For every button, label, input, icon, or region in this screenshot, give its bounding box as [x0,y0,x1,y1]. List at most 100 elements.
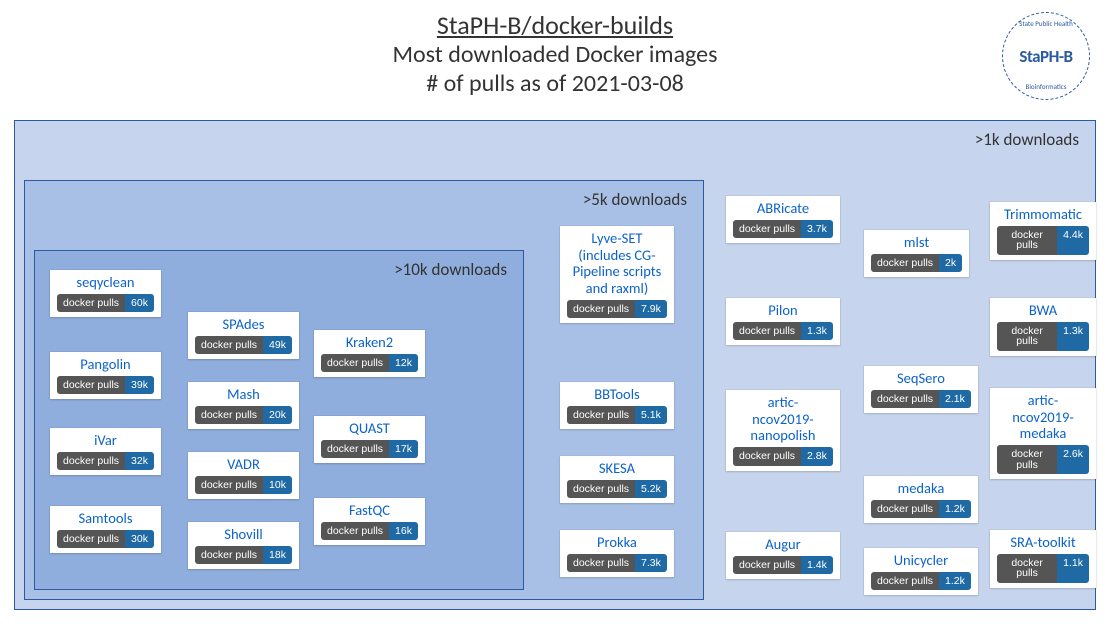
pulls-badge: docker pulls2.8k [733,447,833,466]
badge-value: 32k [125,452,154,471]
pulls-badge: docker pulls5.2k [567,480,667,499]
tool-card: Unicyclerdocker pulls1.2k [864,548,978,595]
badge-value: 5.2k [635,480,667,499]
pulls-badge: docker pulls1.2k [871,500,971,519]
tool-name: FastQC [349,502,390,519]
tool-card: ABRicatedocker pulls3.7k [726,196,840,243]
tool-name: Mash [227,386,260,403]
badge-value: 17k [389,440,418,459]
badge-value: 5.1k [635,406,667,425]
badge-value: 2k [939,254,962,273]
badge-value: 1.4k [801,556,833,575]
badge-label: docker pulls [321,522,389,541]
tool-card: Prokkadocker pulls7.3k [560,530,674,577]
tool-card: BBToolsdocker pulls5.1k [560,382,674,429]
badge-label: docker pulls [321,354,389,373]
pulls-badge: docker pulls2.1k [871,390,971,409]
badge-label: docker pulls [57,376,125,395]
tool-name: Pangolin [80,356,130,373]
badge-value: 30k [125,530,154,549]
badge-label: docker pulls [997,445,1057,474]
tool-name: artic- ncov2019- medaka [1012,392,1074,442]
pulls-badge: docker pulls39k [57,376,154,395]
tool-card: Pilon docker pulls1.3k [726,298,840,345]
tool-card: VADRdocker pulls10k [188,452,299,499]
tool-name: BWA [1029,302,1057,319]
badge-label: docker pulls [871,572,939,591]
tool-name: SRA-toolkit [1010,534,1075,551]
logo-bottom-text: Bioinformatics [1026,82,1067,91]
tool-card: Lyve-SET (includes CG- Pipeline scripts … [560,226,674,323]
tool-card: artic- ncov2019- medaka docker pulls2.6k [990,388,1096,479]
tool-card: Shovill docker pulls18k [188,522,299,569]
pulls-badge: docker pulls1.1k [997,554,1089,583]
tool-name: Pilon [768,302,797,319]
staphb-logo: State Public Health StaPH-B Bioinformati… [1002,12,1090,100]
pulls-badge: docker pulls49k [195,336,292,355]
tool-card: Mash docker pulls20k [188,382,299,429]
badge-label: docker pulls [567,554,635,573]
badge-value: 49k [263,336,292,355]
tool-name: SPAdes [222,316,264,333]
tool-name: Prokka [597,534,637,551]
pulls-badge: docker pulls18k [195,546,292,565]
badge-label: docker pulls [195,546,263,565]
tool-card: mlst docker pulls2k [864,230,969,277]
badge-value: 2.8k [801,447,833,466]
logo-top-text: State Public Health [1019,19,1073,28]
tool-card: Augur docker pulls1.4k [726,532,840,579]
badge-value: 7.9k [635,300,667,319]
page-title: StaPH-B/docker-builds [0,10,1110,41]
tool-card: medakadocker pulls1.2k [864,476,978,523]
tool-name: BBTools [594,386,640,403]
badge-label: docker pulls [733,556,801,575]
tool-name: mlst [904,234,929,251]
tool-name: iVar [94,432,117,449]
pulls-badge: docker pulls20k [195,406,292,425]
tool-card: FastQCdocker pulls16k [314,498,425,545]
tool-card: SKESAdocker pulls5.2k [560,456,674,503]
badge-label: docker pulls [733,447,801,466]
tool-card: Pangolin docker pulls39k [50,352,161,399]
badge-value: 10k [263,476,292,495]
header: StaPH-B/docker-builds Most downloaded Do… [0,0,1110,105]
pulls-badge: docker pulls60k [57,294,154,313]
tool-name: QUAST [349,420,390,437]
tool-name: artic- ncov2019- nanopolish [750,394,815,444]
badge-label: docker pulls [871,390,939,409]
badge-label: docker pulls [733,322,801,341]
pulls-badge: docker pulls1.2k [871,572,971,591]
badge-label: docker pulls [733,220,801,239]
tool-card: SRA-toolkit docker pulls1.1k [990,530,1096,588]
badge-value: 2.1k [939,390,971,409]
pulls-badge: docker pulls17k [321,440,418,459]
pulls-badge: docker pulls2.6k [997,445,1089,474]
pulls-badge: docker pulls32k [57,452,154,471]
badge-value: 1.3k [801,322,833,341]
tool-card: Kraken2docker pulls12k [314,330,425,377]
tool-card: SPAdes docker pulls49k [188,312,299,359]
tool-card: iVar docker pulls32k [50,428,161,475]
tool-name: VADR [227,456,260,473]
tool-card: Samtoolsdocker pulls30k [50,506,161,553]
page-subtitle-2: # of pulls as of 2021-03-08 [0,70,1110,99]
pulls-badge: docker pulls1.3k [997,322,1089,351]
badge-label: docker pulls [195,406,263,425]
badge-value: 1.2k [939,500,971,519]
tool-name: Augur [765,536,801,553]
pulls-badge: docker pulls2k [871,254,962,273]
badge-label: docker pulls [871,254,939,273]
badge-value: 2.6k [1057,445,1089,474]
tier-label-b10k: >10k downloads [394,259,507,280]
badge-value: 3.7k [801,220,833,239]
tool-name: Shovill [224,526,262,543]
logo-main-text: StaPH-B [1019,46,1072,67]
badge-value: 39k [125,376,154,395]
pulls-badge: docker pulls3.7k [733,220,833,239]
badge-label: docker pulls [57,294,125,313]
badge-label: docker pulls [321,440,389,459]
infographic-canvas: >1k downloads>5k downloads>10k downloads… [14,120,1096,610]
badge-value: 60k [125,294,154,313]
badge-value: 1.3k [1057,322,1089,351]
tool-name: SeqSero [897,370,945,387]
